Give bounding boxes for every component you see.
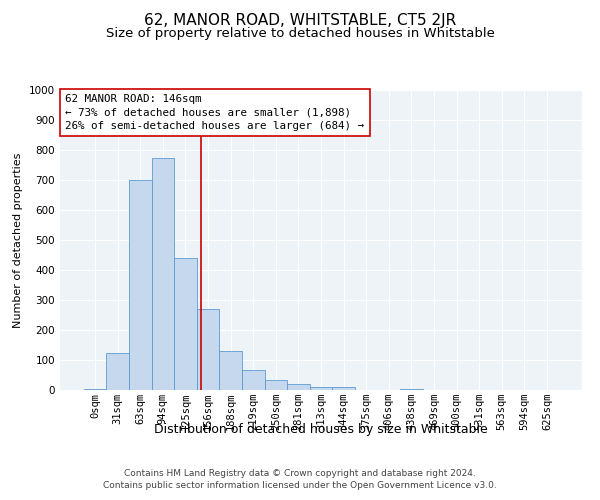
Bar [220, 351, 242, 390]
Bar [400, 388, 422, 390]
Text: 62, MANOR ROAD, WHITSTABLE, CT5 2JR: 62, MANOR ROAD, WHITSTABLE, CT5 2JR [144, 12, 456, 28]
Bar [242, 370, 265, 390]
Text: 62 MANOR ROAD: 146sqm
← 73% of detached houses are smaller (1,898)
26% of semi-d: 62 MANOR ROAD: 146sqm ← 73% of detached … [65, 94, 364, 131]
Bar [84, 388, 106, 390]
Bar [287, 384, 310, 390]
Bar [332, 387, 355, 390]
Bar [152, 158, 174, 390]
Text: Contains HM Land Registry data © Crown copyright and database right 2024.
Contai: Contains HM Land Registry data © Crown c… [103, 468, 497, 490]
Bar [174, 258, 197, 390]
Y-axis label: Number of detached properties: Number of detached properties [13, 152, 23, 328]
Bar [129, 180, 152, 390]
Text: Distribution of detached houses by size in Whitstable: Distribution of detached houses by size … [154, 422, 488, 436]
Text: Size of property relative to detached houses in Whitstable: Size of property relative to detached ho… [106, 28, 494, 40]
Bar [197, 309, 220, 390]
Bar [265, 380, 287, 390]
Bar [310, 387, 332, 390]
Bar [106, 352, 129, 390]
